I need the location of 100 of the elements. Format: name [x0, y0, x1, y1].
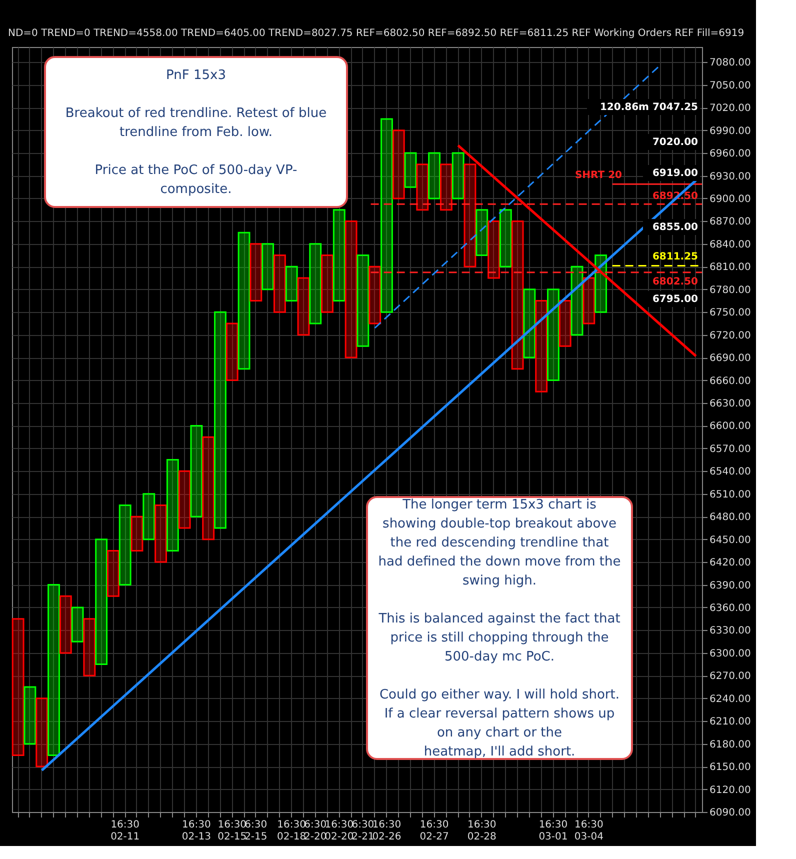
bar	[36, 698, 48, 768]
bar	[83, 618, 96, 676]
bar	[321, 254, 334, 313]
y-tick-label: 6810.00	[710, 262, 751, 274]
bar	[262, 243, 274, 290]
chart-subtitle: ND=0 TREND=0 TREND=4558.00 TREND=6405.00 TREND=8027.75 REF=6802.50 REF=6892.50 REF=6811.25 REF Working Orders REF Fill=6919	[8, 28, 744, 39]
bar	[452, 152, 464, 200]
y-tick-label: 6930.00	[710, 171, 751, 182]
y-tick-label: 6990.00	[710, 126, 751, 137]
x-tick-label: 6:30 2-21	[352, 820, 374, 842]
y-tick-label: 6210.00	[710, 716, 751, 728]
bar	[535, 300, 548, 392]
bar	[71, 606, 84, 642]
y-tick-label: 6660.00	[710, 376, 751, 387]
bar	[511, 220, 524, 370]
y-tick-label: 6330.00	[710, 626, 751, 637]
bar	[190, 424, 203, 518]
ref-line-label: 6802.50	[652, 276, 698, 288]
annotation: 7020.00	[652, 137, 698, 148]
bar	[273, 254, 286, 313]
x-tick-label: 16:30 02-27	[420, 820, 449, 842]
bar	[380, 118, 393, 313]
bar	[488, 220, 500, 279]
bar	[582, 277, 596, 324]
y-tick-label: 6450.00	[710, 534, 751, 546]
bar	[428, 152, 441, 200]
x-tick-label: 16:30 02-26	[372, 820, 402, 842]
bar	[523, 288, 536, 358]
bar	[166, 459, 179, 552]
x-tick-label: 6:30 2-15	[244, 820, 268, 842]
x-tick-label: 16:30 02-11	[110, 820, 140, 842]
y-tick-label: 6570.00	[710, 444, 751, 455]
bar	[440, 164, 452, 211]
text: PnF 15x3 Breakout of red trendline. Retest of blue trendline from Feb. low. Price at the PoC of 500-day VP- composite.	[65, 68, 327, 197]
x-tick-label: 16:30 02-15	[218, 820, 247, 842]
bar	[297, 277, 310, 336]
bar	[226, 322, 238, 382]
bar	[404, 152, 417, 188]
bar	[238, 232, 250, 370]
y-tick-label: 6120.00	[710, 784, 751, 796]
bar	[214, 311, 226, 529]
bar	[332, 209, 346, 302]
y-tick-label: 6630.00	[710, 398, 751, 410]
y-tick-label: 6180.00	[710, 739, 751, 750]
y-tick-label: 6300.00	[710, 648, 751, 660]
y-tick-label: 7080.00	[710, 58, 751, 69]
annotation: 6855.00	[652, 222, 698, 233]
bar	[24, 686, 36, 745]
y-tick-label: 6540.00	[710, 466, 751, 478]
ref-line-label: 6811.25	[652, 252, 698, 263]
bar	[464, 164, 476, 268]
bar	[547, 288, 560, 382]
y-tick-label: 6090.00	[710, 808, 751, 818]
x-tick-label: 16:30 03-04	[574, 820, 604, 842]
bar	[118, 504, 132, 586]
bar	[106, 550, 120, 597]
bar	[59, 595, 72, 654]
x-tick-label: 16:30 02-18	[277, 820, 306, 842]
text: The longer term 15x3 chart is showing double-top breakout above the red descending trendline that had defined the down move from the swing high. This is balanced against the fact that price is still chopping through the 500-day mc PoC. Could go either way. I will hold short. If a clear reversal pattern shows up on any chart or the heatmap, I'll add short.	[378, 498, 621, 760]
bar	[142, 493, 156, 540]
bar	[476, 209, 488, 256]
bar	[12, 618, 24, 756]
y-tick-label: 6870.00	[710, 216, 751, 228]
x-tick-label: 16:30 02-28	[467, 820, 496, 842]
annotation: 6919.00	[652, 168, 698, 179]
bar	[368, 266, 382, 324]
y-tick-label: 6240.00	[710, 694, 751, 705]
bar	[250, 243, 262, 302]
bar	[499, 209, 512, 268]
bar	[558, 300, 572, 347]
x-tick-label: 16:30 02-20	[324, 820, 354, 842]
x-tick-label: 16:30 02-13	[182, 820, 211, 842]
y-tick-label: 7020.00	[710, 103, 751, 114]
annotation: 120.86m 7047.25	[600, 102, 698, 113]
bar	[178, 470, 191, 529]
y-tick-label: 6900.00	[710, 194, 751, 205]
y-tick-label: 6480.00	[710, 512, 751, 524]
ref-line-label: SHRT 20	[574, 170, 622, 182]
y-tick-label: 7050.00	[710, 80, 751, 92]
y-tick-label: 6960.00	[710, 148, 751, 160]
y-tick-label: 6600.00	[710, 421, 751, 432]
annotation: 6795.00	[652, 294, 698, 305]
y-tick-label: 6780.00	[710, 284, 751, 296]
x-tick-label: 6:30 2-20	[304, 820, 327, 842]
x-tick-label: 16:30 03-01	[538, 820, 568, 842]
bar	[95, 538, 108, 666]
y-tick-label: 6390.00	[710, 580, 751, 592]
bar	[48, 584, 60, 756]
bar	[309, 243, 322, 324]
bar	[344, 220, 358, 358]
bar	[202, 436, 215, 540]
y-tick-label: 6420.00	[710, 558, 751, 569]
y-tick-label: 6840.00	[710, 239, 751, 250]
y-tick-label: 6360.00	[710, 602, 751, 614]
y-tick-label: 6150.00	[710, 762, 751, 774]
bar	[416, 164, 429, 211]
y-tick-label: 6720.00	[710, 330, 751, 342]
bar	[154, 504, 167, 563]
bar	[285, 266, 298, 302]
y-tick-label: 6510.00	[710, 489, 751, 500]
